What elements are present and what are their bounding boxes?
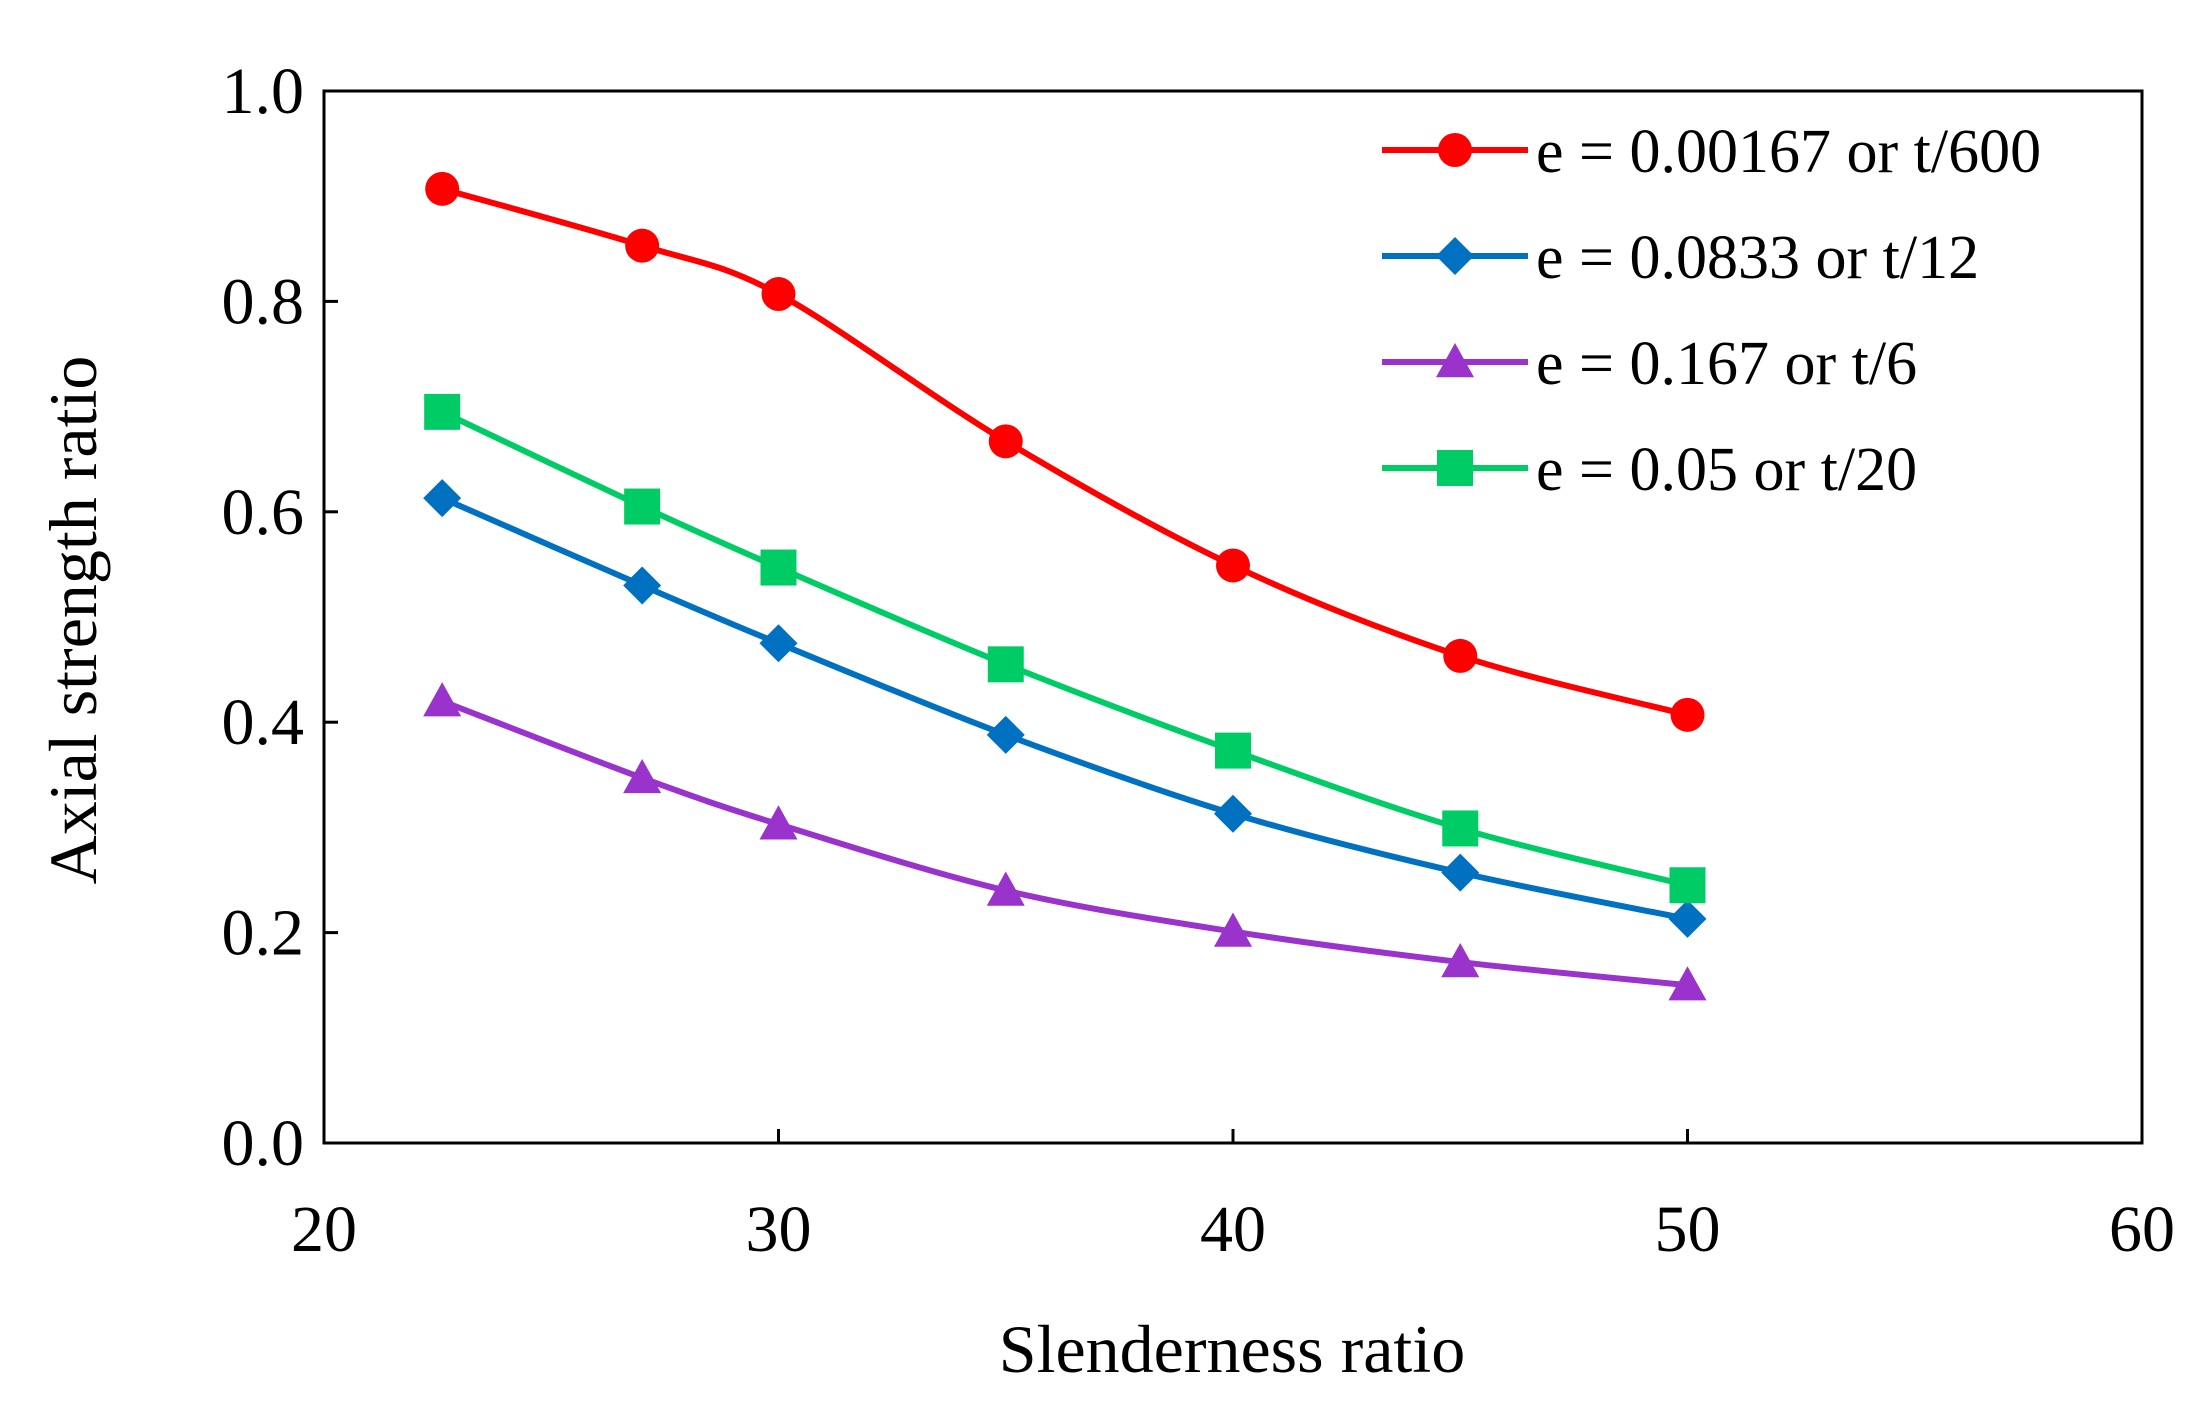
series-line <box>440 409 1689 889</box>
data-point <box>761 277 796 312</box>
series-line <box>440 495 1689 922</box>
legend-label: e = 0.167 or t/6 <box>1536 330 1917 398</box>
legend-label: e = 0.0833 or t/12 <box>1536 224 1979 292</box>
x-tick-label: 60 <box>2109 1193 2175 1266</box>
series-line <box>441 698 1688 989</box>
data-point <box>1216 548 1250 583</box>
legend-marker <box>1438 133 1472 167</box>
data-point <box>1215 732 1251 769</box>
series-line <box>441 185 1689 718</box>
legend-marker <box>1437 450 1473 486</box>
series-2 <box>423 479 1707 938</box>
data-point <box>1214 794 1252 833</box>
data-point <box>1442 810 1479 847</box>
data-point <box>624 488 661 525</box>
legend-entry: e = 0.00167 or t/600 <box>1382 118 2041 186</box>
y-tick-label: 1.0 <box>222 55 305 128</box>
series-3 <box>423 682 1707 1001</box>
y-tick-label: 0.8 <box>222 265 305 338</box>
data-point <box>987 646 1024 683</box>
x-tick-label: 50 <box>1655 1193 1721 1266</box>
x-tick-label: 30 <box>746 1193 812 1266</box>
legend-entry: e = 0.0833 or t/12 <box>1382 224 1979 292</box>
data-point <box>1669 867 1706 904</box>
data-point <box>1441 853 1480 892</box>
data-point <box>424 393 461 430</box>
data-point <box>625 228 660 263</box>
y-tick-label: 0.6 <box>222 476 305 549</box>
data-point <box>423 682 462 717</box>
data-point <box>623 758 662 794</box>
data-point <box>1670 697 1705 732</box>
data-point <box>1668 966 1707 1001</box>
data-point <box>759 624 798 663</box>
y-tick-label: 0.4 <box>222 686 305 759</box>
data-point <box>623 566 662 605</box>
legend-marker <box>1436 237 1474 275</box>
data-point <box>1214 912 1252 947</box>
data-point <box>1441 943 1480 978</box>
axis-layer: 20 30 40 50 60 0.0 0.2 0.4 0.6 0.8 1.0 <box>222 55 2176 1266</box>
data-point <box>1443 638 1478 673</box>
data-point <box>988 424 1023 459</box>
legend-marker <box>1436 343 1474 378</box>
x-tick-label: 20 <box>291 1193 357 1266</box>
legend-entry: e = 0.05 or t/20 <box>1382 436 1917 504</box>
series-layer <box>423 171 1707 1001</box>
data-point <box>760 549 797 586</box>
data-point <box>986 715 1025 754</box>
data-point <box>425 171 460 206</box>
legend: e = 0.00167 or t/600 e = 0.0833 or t/12 e … <box>1382 118 2041 504</box>
x-tick-label: 40 <box>1200 1193 1266 1266</box>
y-tick-label: 0.2 <box>222 897 305 970</box>
x-axis-title: Slenderness ratio <box>999 1311 1465 1387</box>
y-tick-label: 0.0 <box>222 1107 305 1180</box>
legend-label: e = 0.05 or t/20 <box>1536 436 1917 504</box>
legend-label: e = 0.00167 or t/600 <box>1536 118 2041 186</box>
series-1 <box>425 171 1705 732</box>
data-point <box>986 871 1025 906</box>
series-4 <box>424 393 1706 904</box>
legend-entry: e = 0.167 or t/6 <box>1382 330 1917 398</box>
data-point <box>759 805 798 840</box>
data-point <box>1668 899 1707 938</box>
y-axis-title: Axial strength ratio <box>35 356 111 885</box>
data-point <box>423 479 462 518</box>
